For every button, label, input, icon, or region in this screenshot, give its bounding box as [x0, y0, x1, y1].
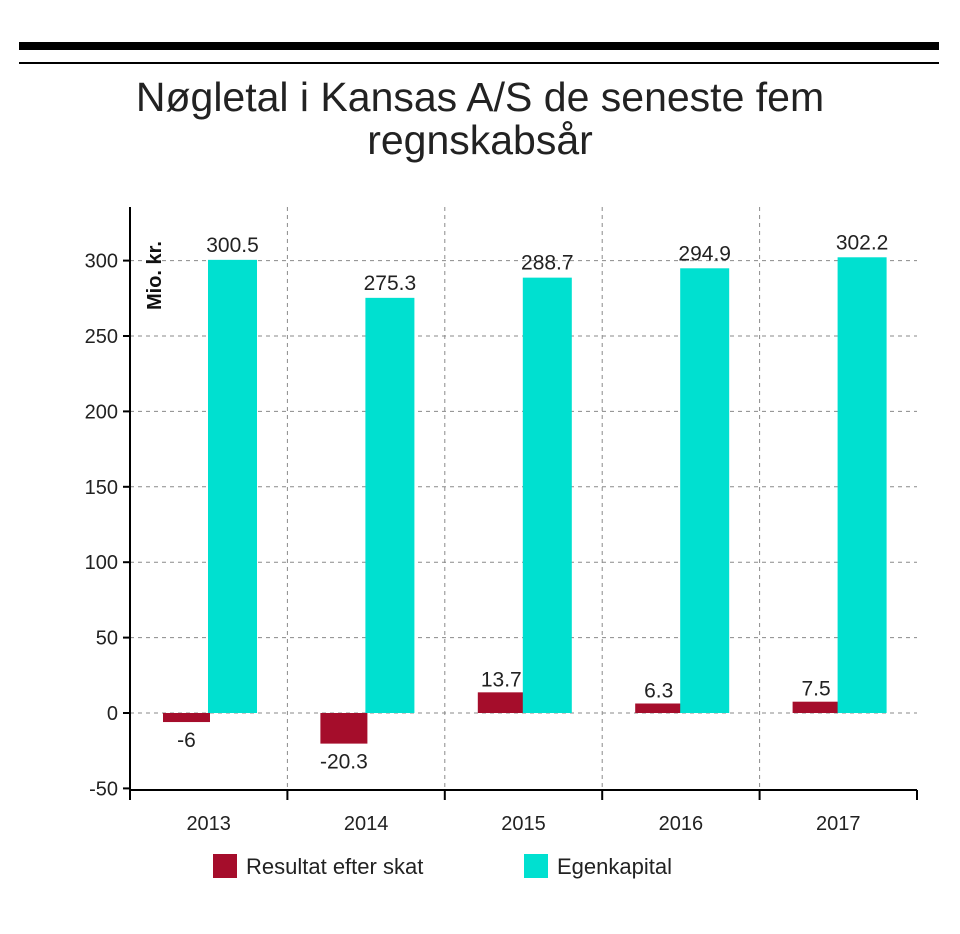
data-label-egenkapital-2016: 294.9 — [678, 242, 731, 265]
bar-resultat-2014 — [320, 713, 368, 744]
x-tick-label-2014: 2014 — [344, 813, 389, 835]
x-tick-label-2017: 2017 — [816, 813, 861, 835]
legend-label-resultat: Resultat efter skat — [246, 854, 423, 879]
bar-egenkapital-2013 — [208, 259, 257, 713]
header-rule-thin — [19, 62, 939, 64]
chart-title-line-2: regnskabsår — [367, 117, 593, 163]
x-tick-label-2016: 2016 — [659, 813, 704, 835]
bar-resultat-2017 — [792, 701, 840, 713]
x-tick-label-2013: 2013 — [186, 813, 231, 835]
data-label-resultat-2014: -20.3 — [320, 751, 368, 774]
legend-label-egenkapital: Egenkapital — [557, 854, 672, 879]
chart-title-line-1: Nøgletal i Kansas A/S de seneste fem — [135, 74, 825, 120]
bar-egenkapital-2017 — [837, 257, 887, 713]
bar-egenkapital-2014 — [365, 297, 415, 713]
axes — [123, 207, 918, 800]
header-rule-thick — [19, 42, 939, 50]
data-label-egenkapital-2013: 300.5 — [206, 234, 259, 257]
data-label-egenkapital-2015: 288.7 — [521, 252, 574, 275]
y-tick-label-150: 150 — [85, 477, 118, 499]
data-label-egenkapital-2014: 275.3 — [364, 272, 417, 295]
bar-resultat-2013 — [163, 713, 210, 723]
y-tick-label-100: 100 — [85, 552, 118, 574]
legend-swatch-egenkapital — [524, 854, 548, 878]
bar-resultat-2016 — [635, 703, 683, 713]
y-axis-label: Mio. kr. — [144, 241, 166, 310]
data-label-resultat-2013: -6 — [177, 729, 196, 752]
data-label-resultat-2017: 7.5 — [801, 678, 830, 701]
y-tick-label-50: 50 — [96, 628, 118, 650]
bar-resultat-2015 — [477, 692, 525, 713]
x-tick-label-2015: 2015 — [501, 813, 546, 835]
chart-title: Nøgletal i Kansas A/S de seneste fem reg… — [0, 76, 960, 162]
y-tick-label-0: 0 — [107, 703, 118, 725]
bar-egenkapital-2015 — [522, 277, 572, 713]
legend-swatch-resultat — [213, 854, 237, 878]
y-tick-label-300: 300 — [85, 251, 118, 273]
data-label-resultat-2015: 13.7 — [481, 668, 522, 691]
data-label-resultat-2016: 6.3 — [644, 679, 673, 702]
y-tick-label--50: -50 — [89, 778, 118, 800]
bars — [163, 257, 887, 744]
legend: Resultat efter skat Egenkapital — [213, 854, 672, 879]
y-tick-label-250: 250 — [85, 326, 118, 348]
bar-egenkapital-2016 — [680, 268, 730, 713]
labels: -50 0 50 100 150 200 250 300 -6 300.5 2013 -20.3 275… — [85, 231, 889, 835]
data-label-egenkapital-2017: 302.2 — [836, 231, 889, 254]
y-tick-label-200: 200 — [85, 401, 118, 423]
